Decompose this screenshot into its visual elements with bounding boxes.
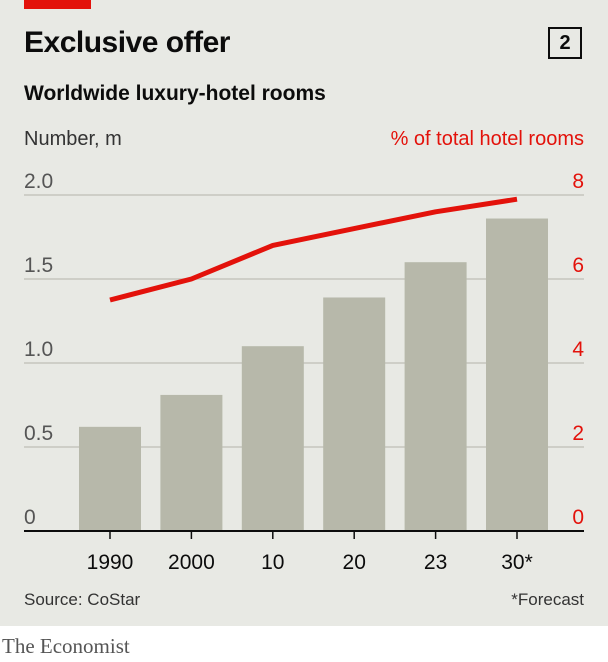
- y2-tick-label: 6: [572, 254, 584, 277]
- y-tick-label: 1.0: [24, 338, 53, 361]
- x-tick-label: 30*: [501, 551, 533, 574]
- bar: [323, 297, 386, 531]
- x-tick-label: 23: [424, 551, 447, 574]
- left-axis-label: Number, m: [24, 128, 122, 150]
- y-tick-label: 1.5: [24, 254, 53, 277]
- source-note: Source: CoStar: [24, 590, 141, 609]
- brand-red-tag: [24, 0, 91, 9]
- bar: [241, 346, 304, 531]
- bar: [79, 426, 141, 531]
- x-tick-label: 2000: [168, 551, 215, 574]
- chart-number-badge: 2: [548, 27, 582, 59]
- publisher-brand: The Economist: [2, 634, 130, 658]
- y-tick-label: 0.5: [24, 422, 53, 445]
- chart-canvas: 0 0 0.5 2 1.0 4 1.5 6 2.0 8 1990 2000 10 20 23 30*: [24, 170, 584, 574]
- x-tick-label: 1990: [87, 551, 134, 574]
- forecast-note: *Forecast: [511, 590, 584, 609]
- y-tick-label: 0: [24, 506, 36, 529]
- y2-tick-label: 0: [572, 506, 584, 529]
- y-tick-label: 2.0: [24, 170, 53, 193]
- y2-tick-label: 8: [572, 170, 584, 193]
- bar: [160, 394, 223, 531]
- y2-tick-label: 2: [572, 422, 584, 445]
- chart-subtitle: Worldwide luxury-hotel rooms: [24, 82, 326, 105]
- bar: [486, 218, 548, 531]
- x-tick-label: 20: [343, 551, 366, 574]
- bar: [404, 262, 467, 531]
- x-tick-label: 10: [261, 551, 284, 574]
- share-line: [109, 196, 518, 303]
- y2-tick-label: 4: [572, 338, 584, 361]
- chart-title: Exclusive offer: [24, 26, 230, 59]
- right-axis-label: % of total hotel rooms: [390, 128, 584, 150]
